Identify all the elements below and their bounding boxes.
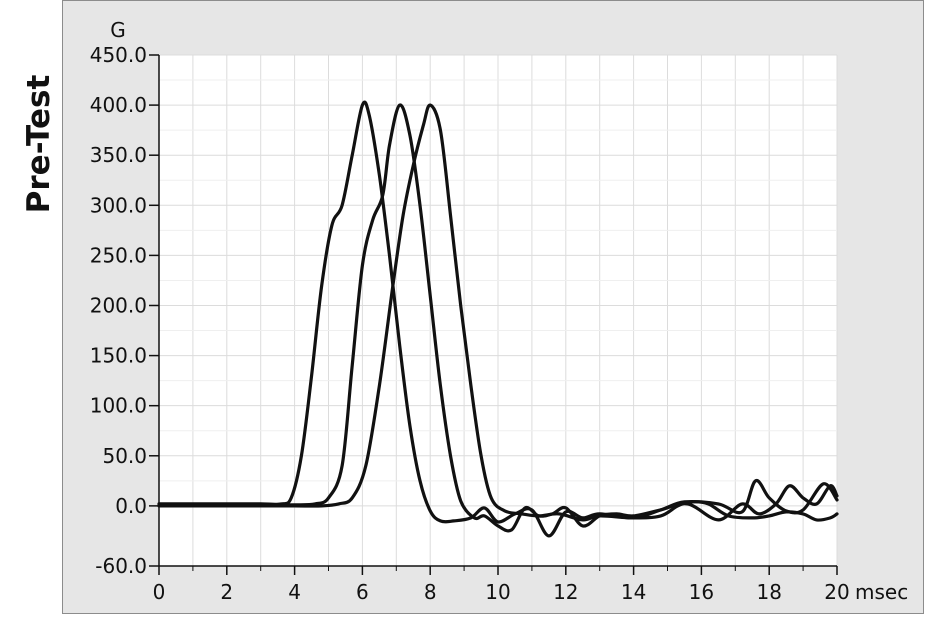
y-tick-label: 400.0 bbox=[90, 93, 147, 117]
x-tick-label: 0 bbox=[153, 580, 166, 604]
x-tick-label: 20 bbox=[824, 580, 849, 604]
y-axis-ticks: -60.0 0.0 50.0 100.0 150.0 200.0 250.0 300.0 350… bbox=[90, 43, 159, 578]
vertical-gridlines bbox=[159, 55, 837, 566]
y-tick-label: 250.0 bbox=[90, 243, 147, 267]
y-tick-label: 300.0 bbox=[90, 193, 147, 217]
x-tick-label: 18 bbox=[756, 580, 781, 604]
y-tick-label: 350.0 bbox=[90, 143, 147, 167]
x-tick-label: 4 bbox=[288, 580, 301, 604]
x-axis-ticks: 0 2 4 6 8 10 12 14 16 18 20 bbox=[153, 566, 850, 604]
y-tick-label: 50.0 bbox=[102, 444, 147, 468]
x-tick-label: 12 bbox=[553, 580, 578, 604]
x-tick-label: 14 bbox=[621, 580, 646, 604]
y-tick-label: 150.0 bbox=[90, 344, 147, 368]
y-tick-label: 100.0 bbox=[90, 394, 147, 418]
y-axis-unit-label: G bbox=[110, 18, 126, 42]
x-tick-label: 10 bbox=[485, 580, 510, 604]
x-tick-label: 2 bbox=[220, 580, 233, 604]
x-tick-label: 6 bbox=[356, 580, 369, 604]
y-tick-label: 0.0 bbox=[115, 494, 147, 518]
y-tick-label: 450.0 bbox=[90, 43, 147, 67]
x-tick-label: 8 bbox=[424, 580, 437, 604]
x-tick-label: 16 bbox=[689, 580, 714, 604]
y-tick-label: -60.0 bbox=[95, 554, 147, 578]
x-axis-unit-label: msec bbox=[855, 580, 908, 604]
y-tick-label: 200.0 bbox=[90, 293, 147, 317]
